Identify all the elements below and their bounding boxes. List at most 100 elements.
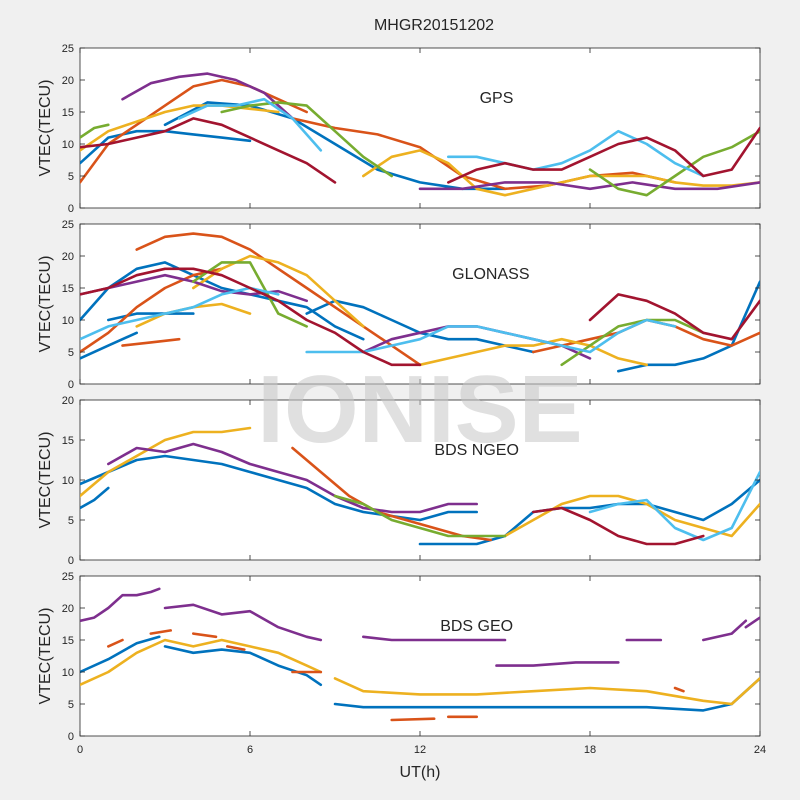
y-tick-label: 15 [62,107,74,119]
series-line-16 [80,286,280,341]
series-line-8 [163,645,323,687]
y-tick-label: 20 [62,75,74,87]
y-axis-label: VTEC(TECU) [37,256,54,353]
y-axis-label: VTEC(TECU) [37,80,54,177]
series-line-2 [362,635,507,642]
series-line-2 [418,478,760,546]
panel-3: 0 5 10 15 20 25 0 6 12 18 24 BDS GEO VTEC(TECU) [37,571,766,756]
series-line-0 [80,454,478,522]
series-line-7 [333,494,507,538]
y-tick-label: 10 [62,475,74,487]
series-line-1 [80,486,110,510]
series-group [80,426,760,546]
series-line-2 [107,312,195,322]
series-line-8 [80,123,110,139]
series-line-12 [107,638,124,648]
y-tick-label: 25 [62,571,74,583]
series-line-17 [390,717,436,722]
y-tick-label: 25 [62,43,74,55]
series-group [80,232,760,373]
y-tick-label: 20 [62,603,74,615]
series-line-15 [560,318,705,367]
panel-2: 0 5 10 15 20 BDS NGEO VTEC(TECU) [37,395,761,567]
series-line-6 [121,72,294,120]
x-tick-label: 18 [584,744,596,756]
panel-label: GPS [480,90,514,107]
y-tick-label: 20 [62,395,74,407]
series-group [80,72,760,197]
series-line-14 [192,632,218,639]
series-line-7 [418,181,760,191]
plot-area [79,223,761,385]
panel-1: 0 5 10 15 20 25 GLONASS VTEC(TECU) [37,219,761,391]
series-line-5 [702,619,748,642]
x-tick-label: 12 [414,744,426,756]
series-line-4 [80,104,280,152]
y-tick-label: 20 [62,251,74,263]
series-line-7 [121,337,181,347]
y-tick-label: 5 [68,515,74,527]
series-line-9 [220,101,393,178]
y-tick-label: 5 [68,699,74,711]
y-tick-label: 15 [62,435,74,447]
series-line-10 [588,129,760,197]
plot-area [79,47,761,209]
series-line-15 [226,645,246,651]
series-line-5 [503,494,760,538]
y-tick-label: 5 [68,171,74,183]
series-line-11 [177,97,323,152]
series-line-13 [80,117,337,184]
y-axis-label: VTEC(TECU) [37,608,54,705]
series-line-1 [80,331,138,360]
series-line-11 [333,677,760,706]
panel-label: BDS GEO [440,618,513,635]
y-tick-label: 0 [68,379,74,391]
y-tick-label: 0 [68,731,74,743]
series-line-4 [80,426,252,498]
series-line-1 [163,603,323,642]
panel-label: GLONASS [452,266,529,283]
series-line-19 [673,686,685,693]
watermark: IONISE [257,356,582,463]
x-tick-label: 6 [247,744,253,756]
series-line-5 [135,232,422,367]
y-tick-label: 10 [62,315,74,327]
series-line-6 [107,442,478,514]
series-line-6 [744,616,760,629]
series-line-18 [80,267,422,367]
series-line-13 [149,629,172,635]
y-tick-label: 15 [62,635,74,647]
series-line-12 [447,129,705,178]
series-line-7 [80,635,161,674]
x-tick-label: 0 [77,744,83,756]
x-tick-label: 24 [754,744,766,756]
series-line-14 [447,126,760,184]
series-line-1 [163,101,507,191]
y-tick-label: 0 [68,555,74,567]
plot-area [79,399,761,561]
series-line-10 [192,254,365,328]
series-line-5 [362,149,760,197]
series-line-3 [291,117,677,191]
series-group [80,587,760,722]
plot-area [79,575,761,737]
y-tick-label: 15 [62,283,74,295]
chart-panels: 0 5 10 15 20 25 GPS VTEC(TECU) 0 5 10 15 20 25 GLONASS… [37,43,766,756]
series-line-8 [588,470,760,542]
figure-title: MHGR20151202 [374,17,494,34]
series-line-9 [532,506,705,546]
series-line-0 [80,587,161,623]
x-axis-label: UT(h) [400,764,441,781]
series-line-6 [80,267,223,354]
series-line-10 [80,638,323,687]
series-line-17 [305,318,677,354]
y-axis-label: VTEC(TECU) [37,432,54,529]
y-tick-label: 10 [62,139,74,151]
series-line-19 [588,293,760,341]
series-line-9 [333,677,760,712]
panel-label: BDS NGEO [434,442,518,459]
series-line-2 [80,78,308,184]
y-tick-label: 10 [62,667,74,679]
y-tick-label: 0 [68,203,74,215]
